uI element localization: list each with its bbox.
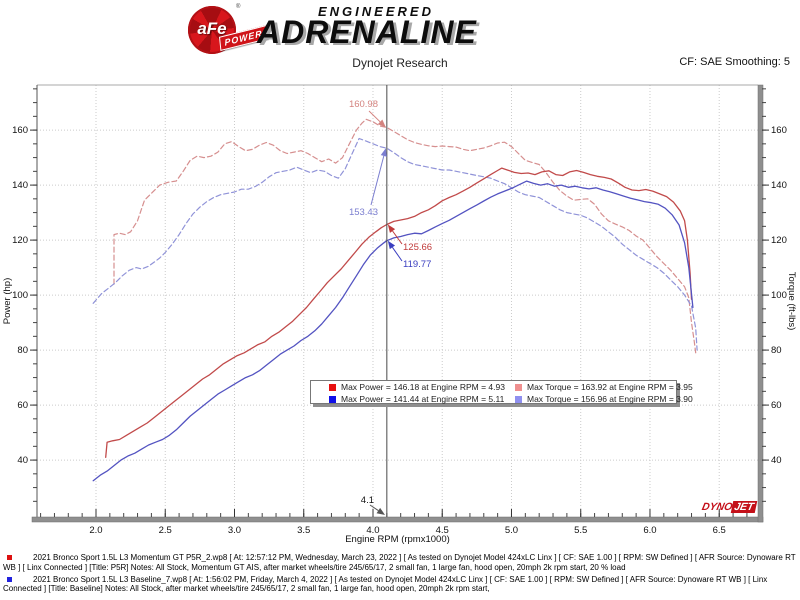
x-axis-ticks: 2.0 2.5 3.0 3.5 4.0 4.5 5.0 5.5 6.0 6.5	[40, 509, 748, 536]
svg-text:60: 60	[771, 400, 782, 411]
svg-text:160: 160	[771, 125, 787, 136]
svg-text:40: 40	[771, 455, 782, 466]
svg-text:100: 100	[12, 290, 28, 301]
svg-text:120: 120	[771, 235, 787, 246]
curve-1	[92, 137, 698, 351]
svg-text:6.5: 6.5	[713, 525, 726, 536]
curve-2	[105, 167, 693, 458]
svg-text:140: 140	[12, 180, 28, 191]
run2-bullet-icon	[7, 576, 12, 582]
cursor-annotations: 160.98 153.43 125.66 119.77 4.1	[349, 99, 432, 515]
dynojet-logo-jet: JET	[731, 501, 757, 513]
axis-titles: Power (hp) Torque (ft-lbs) Engine RPM (rpm…	[2, 272, 797, 545]
svg-text:80: 80	[17, 345, 28, 356]
max-power-1-swatch-icon	[329, 383, 336, 391]
svg-text:160.98: 160.98	[349, 99, 378, 110]
svg-text:Torque (ft-lbs): Torque (ft-lbs)	[786, 272, 797, 331]
cf-smoothing-label: CF: SAE Smoothing: 5	[679, 56, 790, 68]
svg-text:4.1: 4.1	[361, 495, 374, 506]
max-torque-1-swatch-icon	[515, 383, 522, 391]
svg-text:Engine RPM (rpmx1000): Engine RPM (rpmx1000)	[345, 534, 450, 545]
dynojet-research-subtitle: Dynojet Research	[352, 56, 448, 70]
legend-label: Max Torque = 156.96 at Engine RPM = 3.90	[527, 394, 693, 404]
right-axis-bar	[757, 84, 764, 523]
header: aFe ® POWER ENGINEERED ADRENALINE Dynoje…	[0, 0, 800, 80]
logo-engineered-text: ENGINEERED	[318, 4, 434, 19]
svg-text:60: 60	[17, 400, 28, 411]
gridlines	[37, 85, 758, 517]
svg-text:100: 100	[771, 290, 787, 301]
svg-text:3.0: 3.0	[228, 525, 241, 536]
dynojet-logo: DYNOJET	[701, 501, 757, 513]
svg-text:125.66: 125.66	[403, 242, 432, 253]
svg-text:2.5: 2.5	[159, 525, 172, 536]
legend-item: Max Torque = 163.92 at Engine RPM = 3.95	[515, 382, 693, 392]
x-axis-bar	[31, 516, 764, 523]
curve-0	[113, 118, 697, 354]
run-description-line: 2021 Bronco Sport 1.5L L3 Momentum GT P5…	[3, 553, 797, 573]
legend-label: Max Torque = 163.92 at Engine RPM = 3.95	[527, 382, 693, 392]
svg-text:6.0: 6.0	[643, 525, 656, 536]
svg-text:153.43: 153.43	[349, 207, 378, 218]
legend-item: Max Power = 141.44 at Engine RPM = 5.11	[329, 394, 515, 404]
run-description-line: 2021 Bronco Sport 1.5L L3 Baseline_7.wp8…	[3, 575, 797, 595]
svg-text:40: 40	[17, 455, 28, 466]
legend-box: Max Power = 146.18 at Engine RPM = 4.93 …	[310, 380, 693, 404]
max-torque-2-swatch-icon	[515, 395, 522, 403]
svg-text:5.0: 5.0	[505, 525, 518, 536]
y-axis-ticks: 40 40 60 60 80 80 100 100 120 120 140 140 160 160	[12, 88, 787, 502]
registered-mark: ®	[236, 4, 241, 10]
svg-text:119.77: 119.77	[403, 259, 431, 270]
svg-text:160: 160	[12, 125, 28, 136]
dynojet-logo-dyno: DYNO	[700, 501, 734, 513]
legend-label: Max Power = 141.44 at Engine RPM = 5.11	[341, 394, 505, 404]
svg-text:4.5: 4.5	[436, 525, 449, 536]
svg-text:140: 140	[771, 180, 787, 191]
afe-logo-text: aFe	[197, 19, 227, 38]
svg-text:5.5: 5.5	[574, 525, 587, 536]
run1-text: 2021 Bronco Sport 1.5L L3 Momentum GT P5…	[3, 553, 796, 572]
run2-text: 2021 Bronco Sport 1.5L L3 Baseline_7.wp8…	[3, 574, 768, 594]
svg-text:2.0: 2.0	[89, 525, 102, 536]
svg-text:80: 80	[771, 345, 782, 356]
run-descriptions: 2021 Bronco Sport 1.5L L3 Momentum GT P5…	[3, 553, 797, 596]
legend-item: Max Torque = 156.96 at Engine RPM = 3.90	[515, 394, 693, 404]
logo-adrenaline-text: ADRENALINE	[257, 14, 477, 50]
run1-bullet-icon	[7, 555, 12, 560]
svg-text:Power (hp): Power (hp)	[2, 278, 13, 324]
max-power-2-swatch-icon	[329, 395, 336, 403]
curve-3	[92, 180, 694, 482]
svg-text:120: 120	[12, 235, 28, 246]
svg-text:3.5: 3.5	[297, 525, 310, 536]
legend-item: Max Power = 146.18 at Engine RPM = 4.93	[329, 382, 515, 392]
legend-label: Max Power = 146.18 at Engine RPM = 4.93	[341, 382, 505, 392]
svg-text:4.0: 4.0	[366, 525, 379, 536]
